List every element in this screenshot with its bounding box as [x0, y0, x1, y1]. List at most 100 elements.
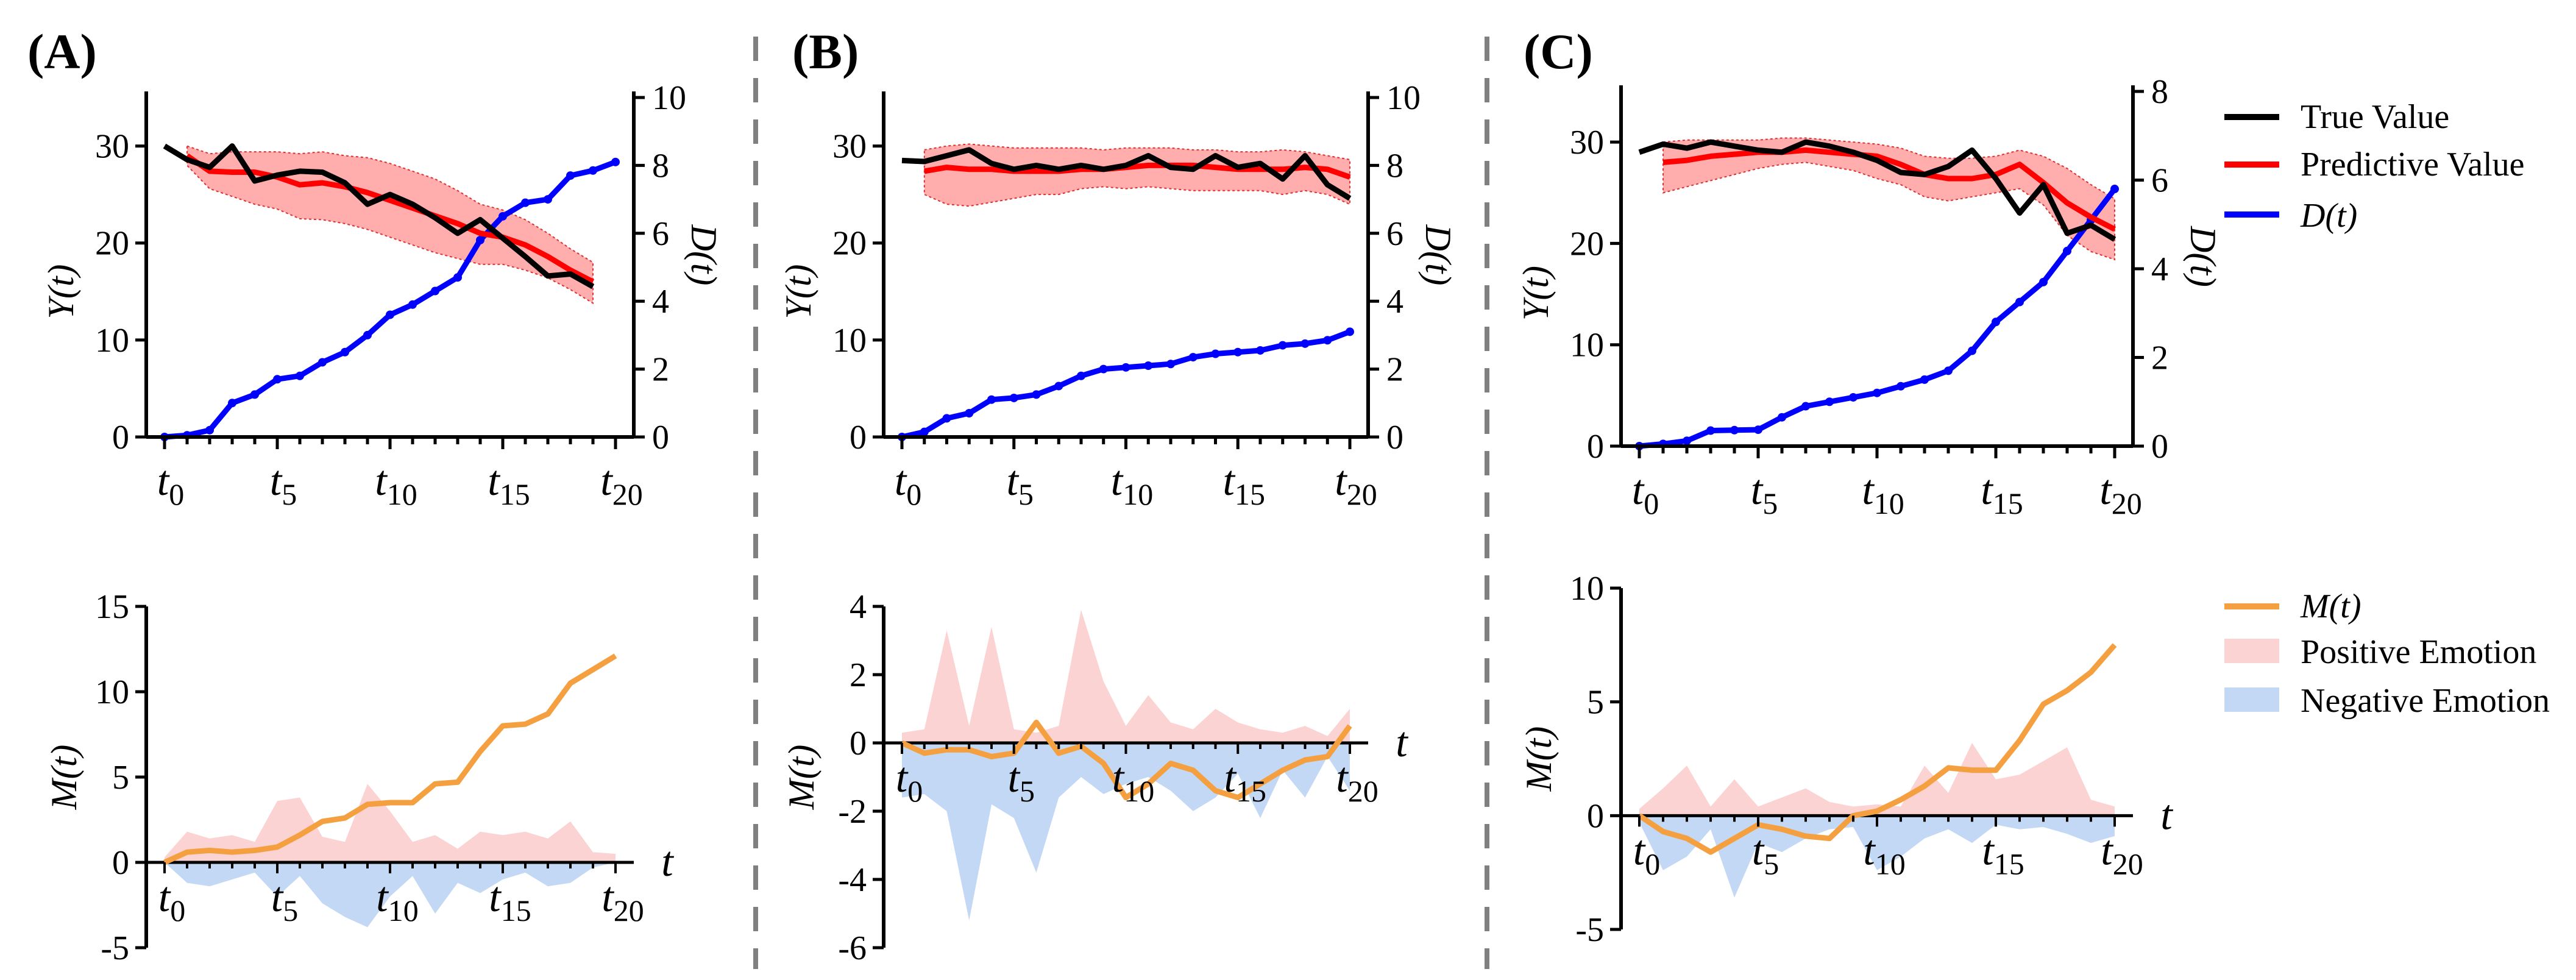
chart-b-top-xtick-label-5-subscript: 5: [1018, 477, 1034, 511]
chart-b-bottom-area-negative-emotion: [902, 743, 1350, 921]
chart-b-top-point-d-t-17: [1278, 341, 1287, 350]
chart-c-bottom-xtick-label-0-subscript: 0: [1645, 847, 1660, 881]
chart-b-top-point-d-t-20: [1346, 327, 1354, 336]
chart-b-top-point-d-t-5: [1009, 393, 1018, 402]
chart-b-top-y2tick-label-0: 0: [1386, 419, 1403, 456]
chart-c-bottom-xtick-label-0: t0: [1633, 827, 1660, 881]
chart-b-top-point-d-t-16: [1256, 346, 1265, 355]
chart-a-top-point-d-t-12: [431, 286, 439, 296]
chart-a-top-ytick-label-20: 20: [95, 225, 129, 263]
chart-c-top-line-true-value: [1638, 139, 2117, 242]
chart-c-bottom-xtick-label-15: t15: [1982, 827, 2024, 881]
chart-a-bottom-xtick-label-10-subscript: 10: [388, 893, 419, 928]
chart-a-top-xtick-label-0-subscript: 0: [169, 477, 184, 511]
chart-a-top-point-d-t-15: [499, 211, 507, 221]
chart-b-bottom-ytick-label-4: 4: [850, 588, 867, 626]
chart-c-top-ytick-label-30: 30: [1570, 124, 1604, 162]
chart-c-bottom-line-m-t: [1637, 643, 2117, 855]
chart-c-top-point-d-t-10: [1873, 388, 1881, 397]
chart-a-bottom-ytick-label-0: 0: [112, 844, 129, 882]
legend-swatch-negative-emotion: [2224, 687, 2279, 712]
legend-label-true-value: True Value: [2301, 98, 2449, 136]
chart-b-bottom-xtick-label-15: t15: [1224, 755, 1266, 808]
chart-b-top-point-d-t-12: [1166, 360, 1175, 369]
chart-a-bottom-xtick-label-10-letter: t: [376, 874, 389, 921]
chart-c-bottom-xtick-label-20: t20: [2101, 827, 2143, 881]
chart-a-top-y2tick-label-2: 2: [652, 351, 669, 389]
chart-a-top-point-d-t-17: [544, 195, 552, 204]
chart-a-bottom-area-positive-emotion: [165, 784, 616, 862]
chart-a-top-xtick-label-15-subscript: 15: [500, 477, 530, 511]
chart-c-top-y2tick-label-0: 0: [2151, 428, 2168, 466]
chart-a-top-point-d-t-8: [341, 347, 349, 357]
chart-a-bottom-xtick-label-20: t20: [601, 874, 644, 928]
chart-b-bottom-xtick-label-10: t10: [1112, 755, 1154, 808]
chart-c-bottom-area-positive-emotion: [1639, 742, 2115, 816]
chart-b-top-y2tick-label-10: 10: [1386, 79, 1421, 117]
chart-c-bottom-xtick-label-15-subscript: 15: [1994, 847, 2024, 881]
chart-a-top-ytick-label-10: 10: [95, 322, 129, 360]
chart-c-top-xtick-label-0-subscript: 0: [1644, 486, 1659, 520]
chart-b-bottom-xtick-label-10-letter: t: [1112, 755, 1125, 801]
chart-a-top-line-predictive-value: [185, 153, 595, 285]
chart-a-top-xtick-label-20: t20: [600, 458, 642, 511]
chart-c-bottom-area-negative-emotion: [1639, 815, 2115, 898]
chart-c-top-y2tick-label-6: 6: [2151, 162, 2168, 200]
chart-b-bottom-xtick-label-0: t0: [896, 755, 923, 808]
chart-c-top-point-d-t-12: [1920, 375, 1929, 384]
chart-a-bottom-ytick-label-10: 10: [95, 673, 129, 711]
chart-c-bottom-ylabel: M(t): [1519, 726, 1559, 792]
chart-b-top-ylabel: Y(t): [778, 265, 818, 319]
chart-b-top-ytick-label-0: 0: [850, 419, 867, 456]
chart-b-top-point-d-t-4: [987, 395, 996, 404]
chart-c-top-xtick-label-5-subscript: 5: [1762, 486, 1778, 520]
chart-c-top-xtick-label-10-letter: t: [1862, 467, 1875, 514]
chart-c-top-xtick-label-10: t10: [1862, 467, 1904, 520]
chart-a-bottom-t-axis-label: t: [661, 839, 674, 886]
chart-a-bottom-xtick-label-15: t15: [489, 874, 531, 928]
chart-b-bottom-xtick-label-0-subscript: 0: [907, 774, 923, 808]
chart-c-top-point-d-t-13: [1944, 366, 1953, 375]
chart-a-top-point-d-t-20: [611, 157, 620, 166]
chart-b-top-point-d-t-11: [1144, 361, 1153, 371]
chart-b-top-point-d-t-2: [942, 414, 951, 423]
chart-a-top-y2tick-label-10: 10: [652, 79, 686, 117]
chart-a-top-xtick-label-10: t10: [375, 458, 417, 511]
chart-b-top-xtick-label-10-letter: t: [1111, 458, 1124, 505]
chart-b-bottom-xtick-label-5-letter: t: [1008, 755, 1021, 801]
chart-b-top-point-d-t-14: [1211, 349, 1220, 358]
chart-a-bottom-ytick-label-15: 15: [95, 588, 129, 626]
chart-a-top-xtick-label-20-letter: t: [600, 458, 613, 505]
chart-b-top-xtick-label-20: t20: [1335, 458, 1377, 511]
chart-c-top-xtick-label-15-letter: t: [1981, 467, 1993, 514]
chart-a-bottom-xtick-label-0-subscript: 0: [170, 893, 185, 928]
chart-c-top-point-d-t-15: [1992, 318, 2000, 327]
chart-b-bottom-xtick-label-5-subscript: 5: [1020, 774, 1035, 808]
chart-a-top-point-d-t-11: [408, 300, 417, 309]
chart-a-top-xtick-label-5: t5: [270, 458, 297, 511]
chart-a-bottom-xtick-label-5-letter: t: [271, 874, 284, 921]
chart-b-bottom-ytick-label-2: 2: [850, 656, 867, 694]
chart-b-top-y2tick-label-2: 2: [1386, 351, 1403, 389]
chart-b-bottom-ylabel: M(t): [781, 745, 821, 811]
chart-b-top-xtick-label-15-letter: t: [1223, 458, 1236, 505]
chart-c-bottom-xtick-label-0-letter: t: [1633, 827, 1646, 874]
chart-a-top-point-d-t-10: [386, 310, 394, 319]
chart-b-bottom-xtick-label-20-subscript: 20: [1348, 774, 1378, 808]
chart-b-top-ytick-label-30: 30: [832, 128, 867, 166]
chart-a-top-point-d-t-3: [228, 399, 236, 408]
chart-a-bottom-ytick-label-5: 5: [112, 759, 129, 797]
chart-b-bottom-xtick-label-15-subscript: 15: [1236, 774, 1266, 808]
chart-a-top-xtick-label-5-subscript: 5: [282, 477, 297, 511]
chart-a-top-point-d-t-13: [453, 273, 462, 282]
chart-b-top-ytick-label-20: 20: [832, 225, 867, 263]
chart-a-top-xtick-label-20-subscript: 20: [612, 477, 643, 511]
chart-a-top-xtick-label-5-letter: t: [270, 458, 283, 505]
chart-b-bottom-ytick-label-0: 0: [850, 725, 867, 762]
chart-a-top-point-d-t-4: [250, 390, 259, 399]
chart-a-bottom-xtick-label-10: t10: [376, 874, 418, 928]
chart-a-bottom-xtick-label-5: t5: [271, 874, 298, 928]
